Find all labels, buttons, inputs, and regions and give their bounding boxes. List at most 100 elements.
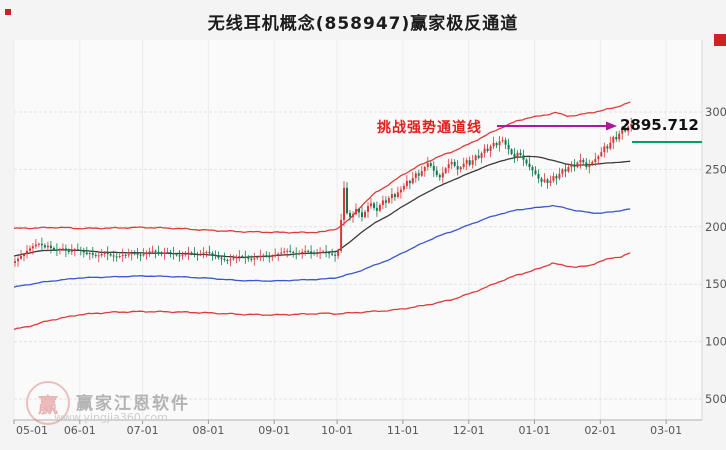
candle-body	[591, 162, 593, 164]
candle-body	[310, 251, 312, 252]
candle-body	[74, 249, 76, 250]
candle-body	[50, 246, 52, 248]
candle-body	[442, 173, 444, 178]
candle-body	[101, 254, 103, 256]
candle-body	[469, 160, 471, 165]
candle-body	[397, 192, 399, 197]
candle-body	[394, 194, 396, 197]
candle-body	[158, 252, 160, 253]
candle-body	[612, 137, 614, 143]
candle-body	[77, 249, 79, 250]
candle-body	[433, 166, 435, 171]
candle-body	[609, 143, 611, 149]
candle-body	[409, 181, 411, 183]
candle-body	[238, 256, 240, 257]
candle-body	[176, 254, 178, 255]
candle-body	[152, 251, 154, 252]
candle-body	[149, 251, 151, 252]
candle-body	[292, 252, 294, 253]
candle-body	[286, 251, 288, 252]
candle-body	[259, 256, 261, 257]
candle-body	[514, 154, 516, 157]
candle-body	[600, 152, 602, 156]
candle-body	[26, 251, 28, 254]
candle-body	[576, 163, 578, 167]
candle-body	[588, 164, 590, 167]
candle-body	[65, 249, 67, 251]
candle-body	[403, 186, 405, 189]
candle-body	[352, 214, 354, 217]
candle-body	[526, 160, 528, 164]
candle-body	[549, 181, 551, 183]
candle-body	[349, 213, 351, 217]
candle-body	[155, 251, 157, 252]
candle-body	[262, 255, 264, 256]
candle-body	[457, 166, 459, 169]
candle-body	[555, 176, 557, 178]
candle-body	[448, 164, 450, 168]
candle-body	[128, 254, 130, 255]
candle-body	[340, 220, 342, 251]
last-price-label: 2895.712	[620, 116, 699, 134]
candle-body	[406, 181, 408, 186]
candle-body	[535, 171, 537, 174]
y-tick-label: 2500	[705, 162, 726, 176]
candle-body	[478, 156, 480, 158]
candle-body	[606, 146, 608, 148]
candle-body	[188, 253, 190, 254]
x-tick-label: 11-01	[387, 424, 419, 437]
candle-body	[564, 169, 566, 171]
candle-body	[367, 206, 369, 212]
candle-body	[289, 251, 291, 252]
x-tick-label: 03-01	[650, 424, 682, 437]
candle-body	[313, 253, 315, 254]
candle-body	[460, 167, 462, 169]
candle-body	[68, 251, 70, 252]
candle-body	[481, 153, 483, 158]
plot-background	[14, 40, 702, 420]
candle-body	[585, 162, 587, 167]
candle-body	[508, 145, 510, 150]
candle-body	[223, 259, 225, 260]
candle-body	[337, 251, 339, 256]
candle-body	[20, 256, 22, 259]
candle-body	[244, 257, 246, 258]
candle-body	[567, 167, 569, 171]
candle-body	[298, 253, 300, 254]
candle-body	[253, 258, 255, 259]
candle-body	[412, 178, 414, 183]
candle-body	[597, 156, 599, 159]
candle-body	[544, 180, 546, 182]
candle-body	[463, 164, 465, 167]
candle-body	[370, 203, 372, 206]
candle-body	[558, 174, 560, 179]
candle-body	[466, 160, 468, 163]
candle-body	[424, 167, 426, 171]
candle-body	[205, 252, 207, 253]
candle-body	[388, 198, 390, 203]
candle-body	[391, 194, 393, 198]
candle-body	[618, 134, 620, 140]
candle-body	[208, 252, 210, 253]
x-tick-label: 02-01	[584, 424, 616, 437]
candle-body	[343, 188, 345, 220]
candle-body	[436, 171, 438, 176]
candle-body	[197, 254, 199, 255]
candle-body	[538, 174, 540, 179]
candle-body	[217, 256, 219, 258]
candle-body	[250, 259, 252, 260]
candle-body	[603, 146, 605, 152]
candle-body	[511, 149, 513, 154]
screenshot-root: 无线耳机概念(858947)赢家极反通道 3000250020001500100…	[0, 0, 726, 450]
candle-body	[283, 251, 285, 252]
y-tick-label: 500	[705, 392, 726, 406]
candle-body	[271, 256, 273, 257]
candle-body	[179, 255, 181, 256]
candle-body	[220, 258, 222, 259]
candle-body	[382, 200, 384, 205]
candle-body	[32, 246, 34, 248]
candle-body	[418, 173, 420, 175]
candle-body	[445, 168, 447, 173]
candle-body	[355, 209, 357, 214]
candle-body	[161, 253, 163, 254]
